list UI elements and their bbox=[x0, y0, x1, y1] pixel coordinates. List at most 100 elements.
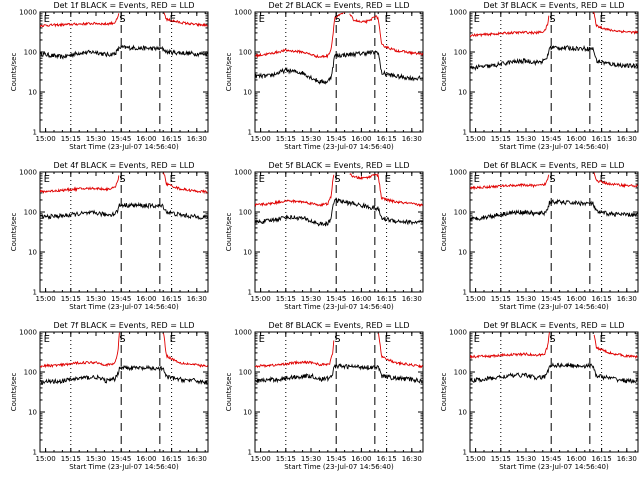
y-axis-label: Counts/sec bbox=[10, 373, 18, 412]
marker-s: S bbox=[334, 334, 340, 345]
x-tick-label: 15:30 bbox=[86, 295, 106, 303]
detector-panel-9: Det 9f BLACK = Events, RED = LLD 1 10 100 10… bbox=[440, 321, 639, 471]
y-tick-label: 1 bbox=[33, 129, 37, 137]
y-tick-label: 100 bbox=[24, 369, 37, 377]
plot-frame bbox=[469, 171, 639, 293]
series-group bbox=[470, 172, 638, 222]
y-tick-label: 10 bbox=[28, 409, 37, 417]
series-group bbox=[255, 333, 423, 384]
y-tick-label: 10 bbox=[243, 409, 252, 417]
x-tick-label: 15:45 bbox=[541, 295, 561, 303]
detector-panel-8: Det 8f BLACK = Events, RED = LLD 1 10 100 10… bbox=[225, 321, 424, 471]
x-tick-label: 15:00 bbox=[466, 455, 486, 463]
series-lld-line bbox=[40, 332, 208, 369]
x-tick-label: 15:15 bbox=[491, 295, 511, 303]
marker-s: S bbox=[549, 334, 555, 345]
x-tick-label: 15:30 bbox=[516, 135, 536, 143]
x-tick-label: 15:30 bbox=[86, 135, 106, 143]
marker-s: S bbox=[334, 14, 340, 25]
x-axis-label: Start Time (23-Jul-07 14:56:40) bbox=[499, 143, 609, 151]
marker-e: E bbox=[385, 334, 391, 345]
panel-title: Det 5f BLACK = Events, RED = LLD bbox=[268, 161, 409, 170]
panel-title: Det 8f BLACK = Events, RED = LLD bbox=[268, 321, 409, 330]
marker-e: E bbox=[474, 14, 480, 25]
x-tick-label: 16:15 bbox=[592, 455, 612, 463]
y-tick-label: 1000 bbox=[234, 329, 252, 337]
detector-panel-2: Det 2f BLACK = Events, RED = LLD 1 10 100 10… bbox=[225, 1, 424, 151]
y-tick-label: 100 bbox=[454, 369, 467, 377]
series-events-line bbox=[255, 49, 423, 85]
x-tick-label: 15:00 bbox=[36, 455, 56, 463]
y-tick-label: 1 bbox=[248, 129, 252, 137]
y-tick-label: 1000 bbox=[19, 9, 37, 17]
y-tick-label: 1000 bbox=[19, 329, 37, 337]
plot-frame bbox=[39, 171, 209, 293]
marker-e: E bbox=[170, 174, 176, 185]
series-events-line bbox=[255, 197, 423, 227]
y-axis-label: Counts/sec bbox=[225, 213, 233, 252]
y-tick-label: 1000 bbox=[449, 9, 467, 17]
marker-e: E bbox=[600, 14, 606, 25]
plot-frame bbox=[254, 11, 424, 133]
x-axis-label: Start Time (23-Jul-07 14:56:40) bbox=[499, 463, 609, 471]
y-tick-label: 100 bbox=[454, 209, 467, 217]
marker-e: E bbox=[385, 14, 391, 25]
plot-frame bbox=[469, 11, 639, 133]
x-tick-label: 15:45 bbox=[326, 455, 346, 463]
x-tick-label: 15:00 bbox=[251, 135, 271, 143]
detector-panel-5: Det 5f BLACK = Events, RED = LLD 1 10 100 10… bbox=[225, 161, 424, 311]
y-tick-label: 1000 bbox=[19, 169, 37, 177]
x-axis-label: Start Time (23-Jul-07 14:56:40) bbox=[284, 143, 394, 151]
marker-s: S bbox=[549, 14, 555, 25]
x-tick-label: 15:45 bbox=[111, 455, 131, 463]
series-events-line bbox=[40, 364, 208, 385]
marker-s: S bbox=[549, 174, 555, 185]
y-tick-label: 100 bbox=[239, 209, 252, 217]
x-tick-label: 16:30 bbox=[402, 135, 422, 143]
y-axis-label: Counts/sec bbox=[10, 53, 18, 92]
x-tick-label: 16:00 bbox=[136, 135, 156, 143]
x-axis-label: Start Time (23-Jul-07 14:56:40) bbox=[284, 303, 394, 311]
x-tick-label: 15:30 bbox=[516, 295, 536, 303]
marker-e: E bbox=[170, 14, 176, 25]
x-tick-label: 16:15 bbox=[377, 135, 397, 143]
y-tick-label: 100 bbox=[454, 49, 467, 57]
series-group bbox=[255, 172, 423, 227]
x-tick-label: 16:15 bbox=[162, 135, 182, 143]
series-events-line bbox=[470, 362, 638, 384]
marker-s: S bbox=[334, 174, 340, 185]
x-tick-label: 15:45 bbox=[111, 295, 131, 303]
series-events-line bbox=[40, 201, 208, 220]
x-tick-label: 15:45 bbox=[541, 455, 561, 463]
y-tick-label: 1000 bbox=[449, 169, 467, 177]
series-events-line bbox=[470, 198, 638, 222]
x-tick-label: 16:30 bbox=[187, 135, 207, 143]
panel-title: Det 2f BLACK = Events, RED = LLD bbox=[268, 1, 409, 10]
x-tick-label: 15:15 bbox=[491, 455, 511, 463]
plot-frame bbox=[469, 331, 639, 453]
y-tick-label: 1 bbox=[248, 289, 252, 297]
x-tick-label: 16:15 bbox=[592, 135, 612, 143]
x-tick-label: 16:30 bbox=[617, 295, 637, 303]
x-tick-label: 16:00 bbox=[351, 135, 371, 143]
y-tick-label: 1000 bbox=[234, 9, 252, 17]
detector-panel-4: Det 4f BLACK = Events, RED = LLD 1 10 100 10… bbox=[10, 161, 209, 311]
x-tick-label: 16:00 bbox=[566, 135, 586, 143]
panel-title: Det 9f BLACK = Events, RED = LLD bbox=[483, 321, 624, 330]
series-events-line bbox=[470, 45, 638, 72]
x-tick-label: 15:15 bbox=[61, 455, 81, 463]
x-tick-label: 16:00 bbox=[566, 295, 586, 303]
marker-e: E bbox=[385, 174, 391, 185]
plot-frame bbox=[39, 11, 209, 133]
series-group bbox=[470, 12, 638, 72]
panel-title: Det 6f BLACK = Events, RED = LLD bbox=[483, 161, 624, 170]
x-tick-label: 15:45 bbox=[541, 135, 561, 143]
y-tick-label: 100 bbox=[239, 369, 252, 377]
x-tick-label: 15:45 bbox=[326, 135, 346, 143]
x-tick-label: 15:00 bbox=[466, 295, 486, 303]
x-tick-label: 15:30 bbox=[301, 295, 321, 303]
x-tick-label: 15:00 bbox=[251, 455, 271, 463]
x-tick-label: 15:30 bbox=[516, 455, 536, 463]
